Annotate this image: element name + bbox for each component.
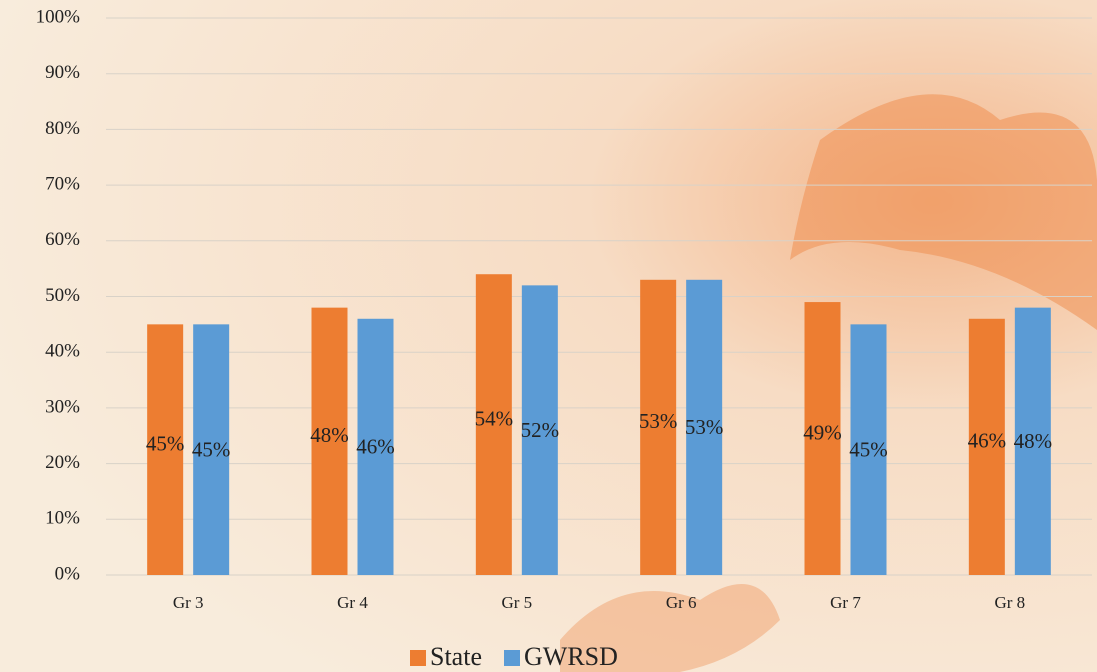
- y-tick-label: 90%: [45, 62, 80, 83]
- data-label: 45%: [192, 437, 231, 461]
- x-tick-label: Gr 4: [337, 593, 368, 612]
- y-tick-label: 60%: [45, 229, 80, 250]
- data-label: 48%: [1014, 429, 1053, 453]
- x-tick-label: Gr 3: [173, 593, 204, 612]
- data-label: 46%: [968, 429, 1007, 453]
- y-tick-label: 80%: [45, 118, 80, 139]
- data-label: 52%: [521, 418, 560, 442]
- x-tick-label: Gr 7: [830, 593, 861, 612]
- legend-swatch: [504, 650, 520, 666]
- y-tick-label: 20%: [45, 452, 80, 473]
- chart: 0% 10% 20% 30% 40% 50% 60% 70% 80% 90% 100% Gr 3 45%…: [0, 0, 1097, 672]
- y-tick-label: 70%: [45, 173, 80, 194]
- legend-swatch: [410, 650, 426, 666]
- data-label: 45%: [146, 431, 185, 455]
- data-label: 45%: [849, 437, 888, 461]
- data-label: 49%: [803, 420, 842, 444]
- legend-label: GWRSD: [524, 642, 618, 671]
- data-label: 48%: [310, 423, 349, 447]
- y-tick-label: 40%: [45, 341, 80, 362]
- data-label: 53%: [685, 415, 724, 439]
- x-tick-label: Gr 8: [994, 593, 1025, 612]
- legend-label: State: [430, 642, 482, 671]
- data-label: 46%: [356, 435, 395, 459]
- data-label: 53%: [639, 409, 678, 433]
- y-tick-label: 50%: [45, 285, 80, 306]
- y-tick-label: 100%: [36, 6, 81, 27]
- y-tick-label: 0%: [55, 563, 81, 584]
- x-tick-label: Gr 6: [666, 593, 697, 612]
- y-tick-label: 30%: [45, 396, 80, 417]
- y-tick-label: 10%: [45, 508, 80, 529]
- data-label: 54%: [475, 406, 514, 430]
- x-tick-label: Gr 5: [501, 593, 532, 612]
